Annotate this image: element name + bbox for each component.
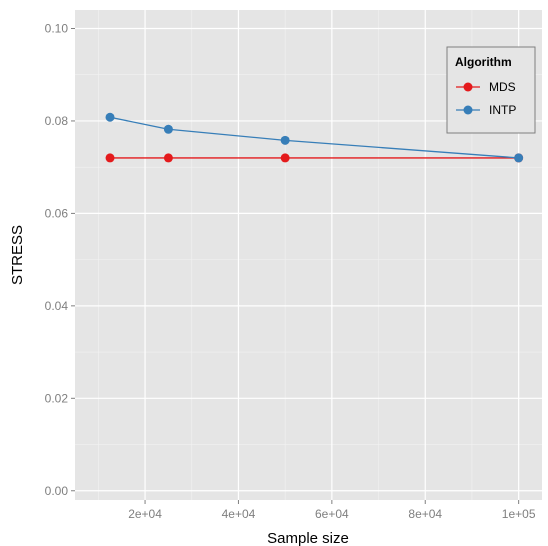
- legend-key-point-mds: [463, 82, 473, 92]
- y-tick-label: 0.00: [45, 484, 69, 498]
- y-tick-label: 0.04: [45, 299, 69, 313]
- x-tick-label: 2e+04: [128, 507, 162, 521]
- data-point-mds: [163, 153, 173, 163]
- data-point-intp: [163, 124, 173, 134]
- legend-title: Algorithm: [455, 55, 512, 69]
- data-point-mds: [280, 153, 290, 163]
- series-line-intp: [109, 116, 519, 159]
- data-point-mds: [105, 153, 115, 163]
- legend: Algorithm MDS INTP: [446, 46, 536, 134]
- legend-items: MDS INTP: [456, 80, 516, 117]
- y-axis-title: STRESS: [9, 225, 26, 285]
- x-tick-label: 4e+04: [222, 507, 256, 521]
- axis-labels: 2e+04 4e+04 6e+04 8e+04 1e+05 0.00 0.02 0.04 0.0…: [45, 21, 536, 521]
- axis-ticks: [71, 27, 520, 504]
- y-tick-label: 0.10: [45, 21, 69, 35]
- x-tick-label: 6e+04: [315, 507, 349, 521]
- x-axis-title: Sample size: [267, 530, 349, 546]
- legend-key-point-intp: [463, 105, 473, 115]
- y-tick-label: 0.08: [45, 114, 69, 128]
- x-tick-label: 8e+04: [408, 507, 442, 521]
- data-point-intp: [514, 153, 524, 163]
- series-layer: [105, 112, 524, 163]
- x-tick-label: 1e+05: [502, 507, 536, 521]
- data-point-intp: [280, 135, 290, 145]
- y-tick-label: 0.06: [45, 206, 69, 220]
- legend-box: [446, 46, 536, 134]
- legend-label-mds: MDS: [489, 80, 516, 94]
- y-tick-label: 0.02: [45, 391, 69, 405]
- data-point-intp: [105, 112, 115, 122]
- legend-label-intp: INTP: [489, 103, 516, 117]
